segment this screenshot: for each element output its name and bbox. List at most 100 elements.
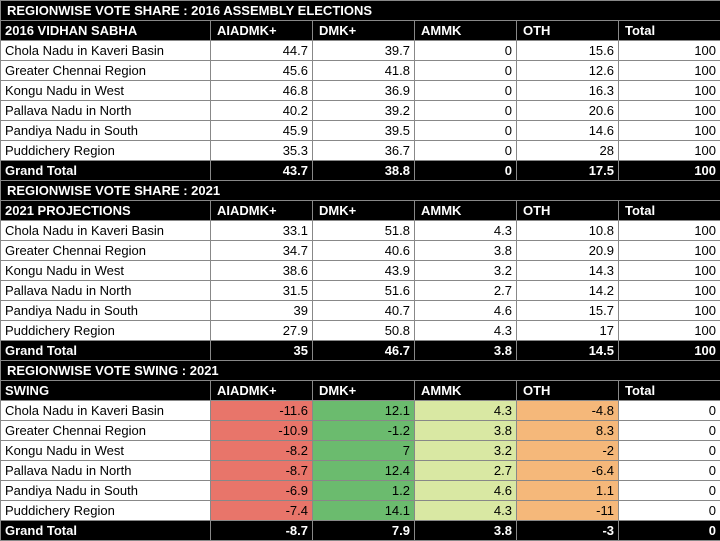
- section-2016-title-row: REGIONWISE VOTE SHARE : 2016 ASSEMBLY EL…: [1, 1, 720, 21]
- section-swing-total-3: 3.8: [415, 521, 517, 541]
- section-swing-cell-2-1: -8.2: [211, 441, 313, 461]
- section-2016-cell-1-4: 12.6: [517, 61, 619, 81]
- section-2016-cell-1-5: 100: [619, 61, 720, 81]
- section-2016-row-4: Pandiya Nadu in South45.939.5014.6100: [1, 121, 720, 141]
- section-2016-row-0: Chola Nadu in Kaveri Basin44.739.7015.61…: [1, 41, 720, 61]
- section-2016-cell-5-4: 28: [517, 141, 619, 161]
- section-2021-total-4: 14.5: [517, 341, 619, 361]
- section-2021-cell-5-5: 100: [619, 321, 720, 341]
- section-2021-row-2: Kongu Nadu in West38.643.93.214.3100: [1, 261, 720, 281]
- section-2016-total-0: Grand Total: [1, 161, 211, 181]
- section-2021-header-3: AMMK: [415, 201, 517, 221]
- section-2021-row-5: Puddichery Region27.950.84.317100: [1, 321, 720, 341]
- section-swing-cell-2-4: -2: [517, 441, 619, 461]
- section-swing-total: Grand Total-8.77.93.8-30: [1, 521, 720, 541]
- section-2016-cell-0-2: 39.7: [313, 41, 415, 61]
- section-2016-row-5: Puddichery Region35.336.7028100: [1, 141, 720, 161]
- section-swing-cell-5-4: -11: [517, 501, 619, 521]
- section-2021-header-0: 2021 PROJECTIONS: [1, 201, 211, 221]
- section-2016-cell-4-0: Pandiya Nadu in South: [1, 121, 211, 141]
- section-swing-cell-5-3: 4.3: [415, 501, 517, 521]
- section-2021-total: Grand Total3546.73.814.5100: [1, 341, 720, 361]
- section-2016-header-0: 2016 VIDHAN SABHA: [1, 21, 211, 41]
- section-2021-cell-0-5: 100: [619, 221, 720, 241]
- section-2021-cell-0-2: 51.8: [313, 221, 415, 241]
- section-2016-cell-2-5: 100: [619, 81, 720, 101]
- section-swing-cell-0-5: 0: [619, 401, 720, 421]
- section-2016-cell-1-2: 41.8: [313, 61, 415, 81]
- section-swing-cell-5-2: 14.1: [313, 501, 415, 521]
- section-2021-cell-5-2: 50.8: [313, 321, 415, 341]
- section-2016-cell-3-2: 39.2: [313, 101, 415, 121]
- section-2021-cell-1-2: 40.6: [313, 241, 415, 261]
- section-2021-title: REGIONWISE VOTE SHARE : 2021: [1, 181, 720, 201]
- section-swing-row-3: Pallava Nadu in North-8.712.42.7-6.40: [1, 461, 720, 481]
- section-2021-total-1: 35: [211, 341, 313, 361]
- section-2016-cell-4-5: 100: [619, 121, 720, 141]
- section-2021-cell-3-0: Pallava Nadu in North: [1, 281, 211, 301]
- section-2021-cell-5-1: 27.9: [211, 321, 313, 341]
- section-2021-row-3: Pallava Nadu in North31.551.62.714.2100: [1, 281, 720, 301]
- section-2021-cell-3-1: 31.5: [211, 281, 313, 301]
- section-swing-header-2: DMK+: [313, 381, 415, 401]
- section-2016-total-2: 38.8: [313, 161, 415, 181]
- section-2016-total-3: 0: [415, 161, 517, 181]
- section-2021-cell-4-0: Pandiya Nadu in South: [1, 301, 211, 321]
- section-2021-cell-4-1: 39: [211, 301, 313, 321]
- section-2021-cell-0-0: Chola Nadu in Kaveri Basin: [1, 221, 211, 241]
- section-2021-cell-2-0: Kongu Nadu in West: [1, 261, 211, 281]
- section-2021-cell-0-1: 33.1: [211, 221, 313, 241]
- section-2021-cell-1-3: 3.8: [415, 241, 517, 261]
- section-2021-cell-5-4: 17: [517, 321, 619, 341]
- section-2016-row-1: Greater Chennai Region45.641.8012.6100: [1, 61, 720, 81]
- section-2021-row-1: Greater Chennai Region34.740.63.820.9100: [1, 241, 720, 261]
- section-2016-header-4: OTH: [517, 21, 619, 41]
- section-swing-cell-4-3: 4.6: [415, 481, 517, 501]
- section-swing-cell-0-2: 12.1: [313, 401, 415, 421]
- section-2016-cell-4-3: 0: [415, 121, 517, 141]
- section-2016-cell-3-4: 20.6: [517, 101, 619, 121]
- section-2021-header-5: Total: [619, 201, 720, 221]
- section-swing-cell-3-4: -6.4: [517, 461, 619, 481]
- section-swing-cell-4-2: 1.2: [313, 481, 415, 501]
- section-2016-row-2: Kongu Nadu in West46.836.9016.3100: [1, 81, 720, 101]
- section-swing-cell-3-1: -8.7: [211, 461, 313, 481]
- section-swing-cell-2-3: 3.2: [415, 441, 517, 461]
- section-2021-cell-2-5: 100: [619, 261, 720, 281]
- section-2016-cell-5-5: 100: [619, 141, 720, 161]
- section-2021-total-5: 100: [619, 341, 720, 361]
- section-swing-cell-3-3: 2.7: [415, 461, 517, 481]
- section-2016-cell-0-0: Chola Nadu in Kaveri Basin: [1, 41, 211, 61]
- section-2016-cell-3-0: Pallava Nadu in North: [1, 101, 211, 121]
- section-2021-cell-2-4: 14.3: [517, 261, 619, 281]
- section-2021-cell-1-0: Greater Chennai Region: [1, 241, 211, 261]
- section-swing-title: REGIONWISE VOTE SWING : 2021: [1, 361, 720, 381]
- section-swing-row-2: Kongu Nadu in West-8.273.2-20: [1, 441, 720, 461]
- section-2021-cell-4-5: 100: [619, 301, 720, 321]
- section-2016-cell-4-4: 14.6: [517, 121, 619, 141]
- section-swing-cell-4-4: 1.1: [517, 481, 619, 501]
- section-2021-cell-3-5: 100: [619, 281, 720, 301]
- section-2016-cell-2-3: 0: [415, 81, 517, 101]
- section-2016-header-3: AMMK: [415, 21, 517, 41]
- section-2016-cell-5-2: 36.7: [313, 141, 415, 161]
- section-swing-cell-0-3: 4.3: [415, 401, 517, 421]
- section-2016-row-3: Pallava Nadu in North40.239.2020.6100: [1, 101, 720, 121]
- section-swing-cell-3-2: 12.4: [313, 461, 415, 481]
- section-swing-header-5: Total: [619, 381, 720, 401]
- section-2016-total-4: 17.5: [517, 161, 619, 181]
- section-2016-header-1: AIADMK+: [211, 21, 313, 41]
- section-2016-cell-1-3: 0: [415, 61, 517, 81]
- section-swing-cell-4-0: Pandiya Nadu in South: [1, 481, 211, 501]
- section-2016-header-2: DMK+: [313, 21, 415, 41]
- section-2021-cell-0-4: 10.8: [517, 221, 619, 241]
- section-2016-cell-2-0: Kongu Nadu in West: [1, 81, 211, 101]
- section-swing-cell-2-5: 0: [619, 441, 720, 461]
- section-swing-cell-1-0: Greater Chennai Region: [1, 421, 211, 441]
- section-2016-cell-3-1: 40.2: [211, 101, 313, 121]
- section-2021-header-2: DMK+: [313, 201, 415, 221]
- section-2016-cell-3-3: 0: [415, 101, 517, 121]
- section-swing-total-1: -8.7: [211, 521, 313, 541]
- section-2021-total-2: 46.7: [313, 341, 415, 361]
- section-2016-total-5: 100: [619, 161, 720, 181]
